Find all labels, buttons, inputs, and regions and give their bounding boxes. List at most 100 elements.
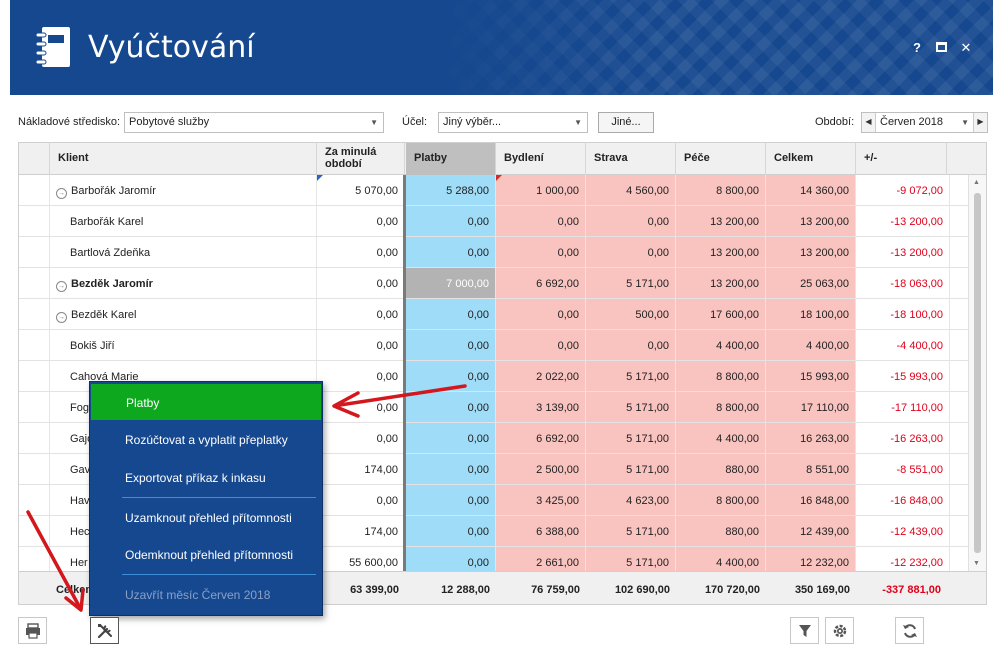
chevron-down-icon[interactable]: ▼: [961, 118, 969, 127]
pay-cell[interactable]: 0,00: [406, 423, 496, 453]
house-cell[interactable]: 0,00: [496, 206, 586, 236]
vertical-scrollbar[interactable]: ▲ ▼: [968, 175, 986, 571]
column-header-diff[interactable]: +/-: [856, 143, 947, 175]
table-row[interactable]: Fog 0,00 0,00 3 139,00 5 171,00 8 800,00 17 11…: [19, 392, 969, 423]
row-selector[interactable]: [19, 206, 50, 236]
prev-cell[interactable]: 0,00: [317, 392, 405, 422]
column-header-payments[interactable]: Platby: [406, 143, 496, 175]
prev-cell[interactable]: 0,00: [317, 423, 405, 453]
house-cell[interactable]: 0,00: [496, 330, 586, 360]
row-selector[interactable]: [19, 423, 50, 453]
expand-icon[interactable]: →: [56, 281, 67, 292]
prev-cell[interactable]: 0,00: [317, 330, 405, 360]
period-next-icon[interactable]: ▶: [973, 113, 987, 132]
table-row[interactable]: → Bezděk Jaromír 0,00 7 000,00 6 692,00 5 171…: [19, 268, 969, 299]
food-cell[interactable]: 5 171,00: [586, 361, 676, 391]
diff-cell[interactable]: -9 072,00: [856, 175, 950, 205]
pay-cell[interactable]: 0,00: [406, 206, 496, 236]
table-row[interactable]: Bokiš Jiří 0,00 0,00 0,00 0,00 4 400,00 4 400,…: [19, 330, 969, 361]
total-cell[interactable]: 4 400,00: [766, 330, 856, 360]
care-cell[interactable]: 13 200,00: [676, 268, 766, 298]
house-cell[interactable]: 6 388,00: [496, 516, 586, 546]
table-row[interactable]: Gav 174,00 0,00 2 500,00 5 171,00 880,00 8 551…: [19, 454, 969, 485]
food-cell[interactable]: 4 560,00: [586, 175, 676, 205]
care-cell[interactable]: 4 400,00: [676, 330, 766, 360]
care-cell[interactable]: 8 800,00: [676, 175, 766, 205]
diff-cell[interactable]: -16 263,00: [856, 423, 950, 453]
total-cell[interactable]: 13 200,00: [766, 206, 856, 236]
house-cell[interactable]: 1 000,00: [496, 175, 586, 205]
menu-item-distribute-overpayments[interactable]: Rozúčtovat a vyplatit přeplatky: [125, 433, 288, 447]
care-cell[interactable]: 13 200,00: [676, 206, 766, 236]
row-selector[interactable]: [19, 237, 50, 267]
client-cell[interactable]: Cahová Marie: [50, 361, 317, 391]
tools-button[interactable]: [90, 617, 119, 644]
filter-button[interactable]: [790, 617, 819, 644]
food-cell[interactable]: 0,00: [586, 206, 676, 236]
pay-cell[interactable]: 0,00: [406, 485, 496, 515]
table-row[interactable]: Bartlová Zdeňka 0,00 0,00 0,00 0,00 13 200,00…: [19, 237, 969, 268]
row-selector[interactable]: [19, 330, 50, 360]
house-cell[interactable]: 0,00: [496, 299, 586, 329]
prev-cell[interactable]: 0,00: [317, 485, 405, 515]
care-cell[interactable]: 13 200,00: [676, 237, 766, 267]
total-cell[interactable]: 8 551,00: [766, 454, 856, 484]
menu-item-unlock-attendance[interactable]: Odemknout přehled přítomnosti: [125, 548, 294, 562]
house-cell[interactable]: 2 500,00: [496, 454, 586, 484]
total-cell[interactable]: 15 993,00: [766, 361, 856, 391]
row-selector[interactable]: [19, 516, 50, 546]
row-selector[interactable]: [19, 175, 50, 205]
diff-cell[interactable]: -18 100,00: [856, 299, 950, 329]
pay-cell[interactable]: 0,00: [406, 330, 496, 360]
pay-cell[interactable]: 0,00: [406, 237, 496, 267]
column-header-food[interactable]: Strava: [586, 143, 676, 175]
diff-cell[interactable]: -16 848,00: [856, 485, 950, 515]
food-cell[interactable]: 5 171,00: [586, 392, 676, 422]
pay-cell[interactable]: 0,00: [406, 361, 496, 391]
row-selector[interactable]: [19, 392, 50, 422]
menu-item-export-collection-order[interactable]: Exportovat příkaz k inkasu: [125, 471, 266, 485]
diff-cell[interactable]: -15 993,00: [856, 361, 950, 391]
other-button[interactable]: Jiné...: [598, 112, 654, 133]
total-cell[interactable]: 16 263,00: [766, 423, 856, 453]
prev-cell[interactable]: 174,00: [317, 516, 405, 546]
expand-icon[interactable]: →: [56, 188, 67, 199]
prev-cell[interactable]: 0,00: [317, 299, 405, 329]
diff-cell[interactable]: -13 200,00: [856, 237, 950, 267]
row-selector[interactable]: [19, 454, 50, 484]
care-cell[interactable]: 8 800,00: [676, 361, 766, 391]
food-cell[interactable]: 0,00: [586, 330, 676, 360]
column-header-client[interactable]: Klient: [50, 143, 317, 175]
pay-cell[interactable]: 0,00: [406, 392, 496, 422]
food-cell[interactable]: 5 171,00: [586, 516, 676, 546]
total-cell[interactable]: 12 439,00: [766, 516, 856, 546]
row-selector[interactable]: [19, 299, 50, 329]
food-cell[interactable]: 4 623,00: [586, 485, 676, 515]
house-cell[interactable]: 6 692,00: [496, 268, 586, 298]
diff-cell[interactable]: -4 400,00: [856, 330, 950, 360]
period-prev-icon[interactable]: ◀: [862, 113, 876, 132]
table-row[interactable]: → Bezděk Karel 0,00 0,00 0,00 500,00 17 600,00…: [19, 299, 969, 330]
prev-cell[interactable]: 5 070,00: [317, 175, 405, 205]
menu-item-lock-attendance[interactable]: Uzamknout přehled přítomnosti: [125, 511, 292, 525]
total-cell[interactable]: 25 063,00: [766, 268, 856, 298]
pay-cell[interactable]: 7 000,00: [406, 268, 496, 298]
row-selector[interactable]: [19, 361, 50, 391]
period-picker[interactable]: ◀ Červen 2018 ▼ ▶: [861, 112, 988, 133]
total-cell[interactable]: 14 360,00: [766, 175, 856, 205]
care-cell[interactable]: 880,00: [676, 516, 766, 546]
client-cell[interactable]: → Bezděk Jaromír: [50, 268, 317, 298]
help-icon[interactable]: ?: [913, 40, 921, 55]
diff-cell[interactable]: -13 200,00: [856, 206, 950, 236]
food-cell[interactable]: 5 171,00: [586, 454, 676, 484]
menu-item-payments[interactable]: Platby: [91, 384, 321, 420]
column-header-total[interactable]: Celkem: [766, 143, 856, 175]
table-row[interactable]: → Barbořák Jaromír 5 070,00 5 288,00 1 000,0…: [19, 175, 969, 206]
prev-cell[interactable]: 0,00: [317, 237, 405, 267]
food-cell[interactable]: 500,00: [586, 299, 676, 329]
scroll-down-icon[interactable]: ▼: [973, 560, 980, 567]
column-header-previous[interactable]: Za minulá období: [317, 143, 405, 175]
refresh-button[interactable]: [895, 617, 924, 644]
house-cell[interactable]: 2 022,00: [496, 361, 586, 391]
column-header-housing[interactable]: Bydlení: [496, 143, 586, 175]
